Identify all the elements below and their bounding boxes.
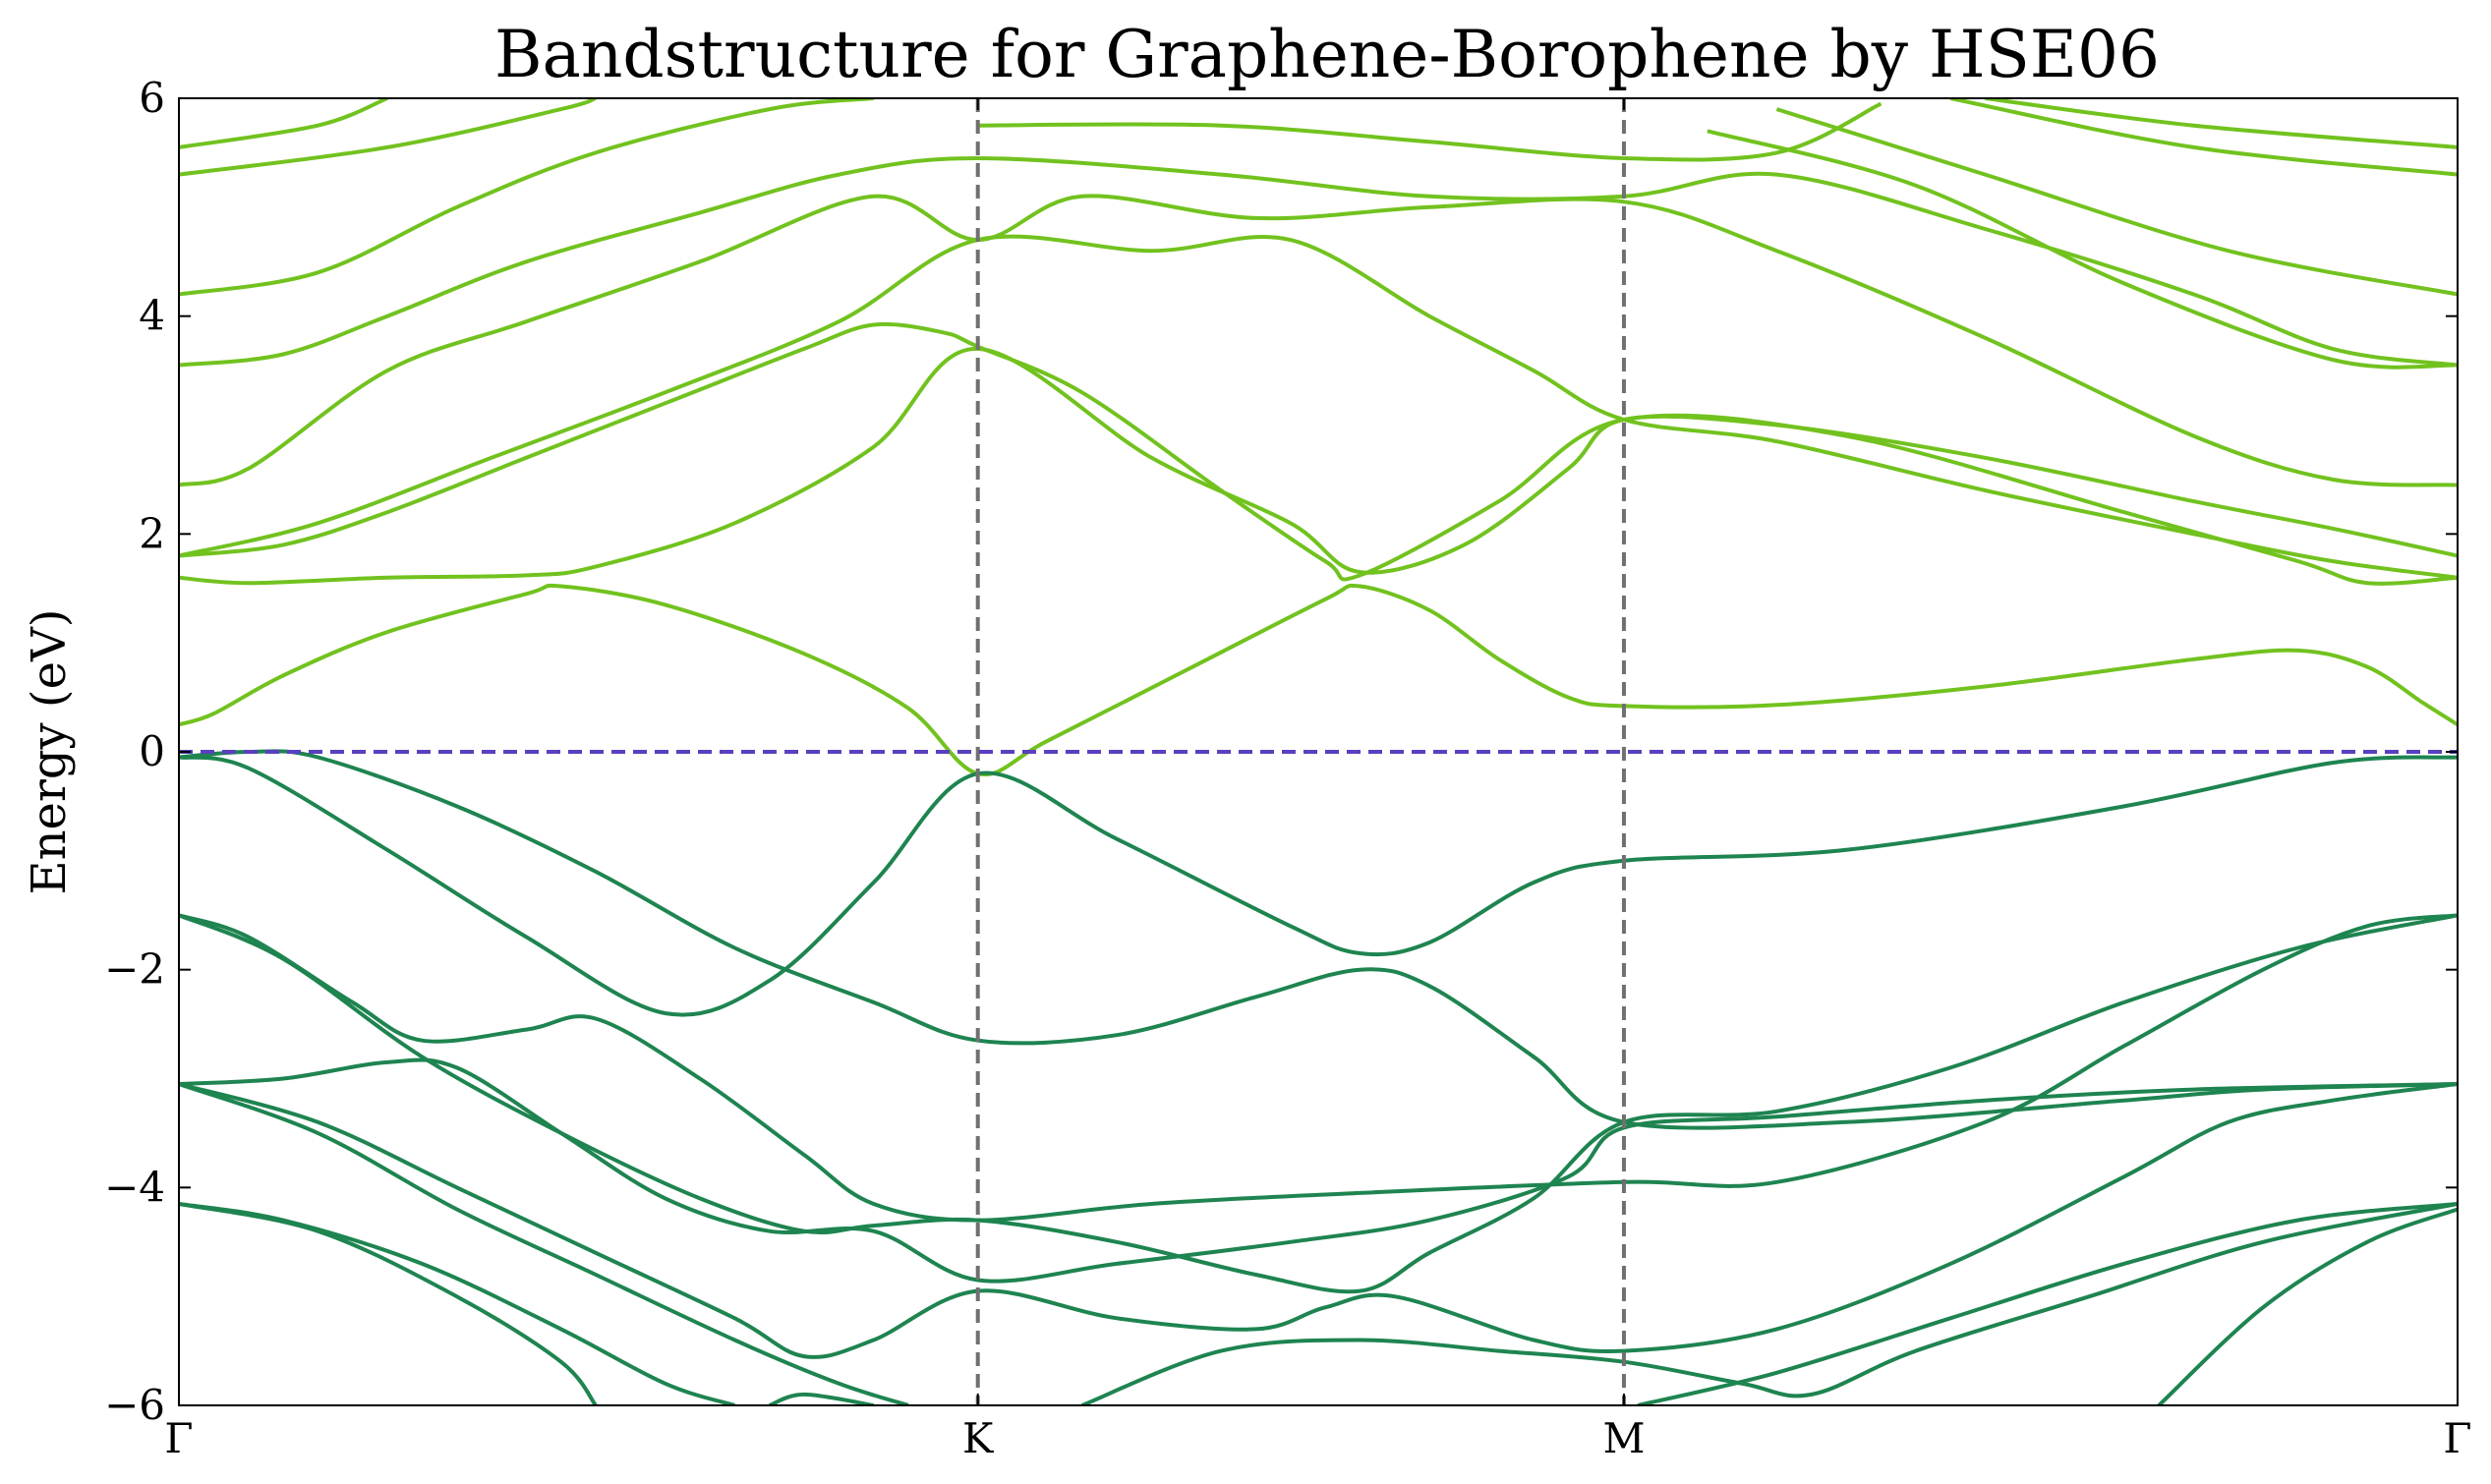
y-tick-label: −6 <box>104 1381 165 1429</box>
valence-bands <box>179 749 2458 1405</box>
conduction-band-line <box>179 583 2458 777</box>
x-tick-label: K <box>962 1414 995 1462</box>
conduction-bands <box>179 98 2458 777</box>
valence-band-line <box>2157 1207 2458 1405</box>
conduction-band-line <box>1985 98 2458 149</box>
conduction-band-line <box>179 194 2458 487</box>
y-tick-label: 2 <box>139 509 165 557</box>
conduction-band-line <box>1949 98 2458 177</box>
y-tick-label: −2 <box>104 945 165 994</box>
x-tick-label: Γ <box>2443 1414 2471 1462</box>
x-tick-label: Γ <box>164 1414 193 1462</box>
y-tick-label: 6 <box>139 74 165 122</box>
x-tick-label: M <box>1602 1414 1645 1462</box>
conduction-band-line <box>1707 129 2458 370</box>
conduction-band-line <box>1775 107 2458 297</box>
y-tick-label: −4 <box>104 1163 165 1211</box>
valence-band-line <box>179 1202 735 1405</box>
valence-band-line <box>768 1392 875 1405</box>
valence-band-line <box>1637 1202 2458 1405</box>
conduction-band-line <box>179 346 2458 586</box>
conduction-band-line <box>977 101 1883 162</box>
y-tick-label: 0 <box>139 727 165 775</box>
guide-lines <box>179 98 2458 1405</box>
valence-band-line <box>179 913 2458 1223</box>
chart-title: Bandstructure for Graphene-Borophene by … <box>494 17 2160 92</box>
y-ticks: 6 4 2 0 −2 −4 −6 <box>104 74 2458 1429</box>
valence-band-line <box>179 1082 909 1405</box>
conduction-band-line <box>179 234 2458 580</box>
y-tick-label: 4 <box>139 292 165 340</box>
conduction-band-line <box>179 98 874 297</box>
conduction-band-line <box>179 321 2458 586</box>
valence-band-line <box>179 1202 598 1405</box>
valence-band-line <box>179 755 2458 1017</box>
valence-band-line <box>179 1057 2458 1284</box>
conduction-band-line <box>179 98 388 149</box>
valence-band-line <box>179 1082 2458 1359</box>
plot-area <box>179 98 2458 1405</box>
conduction-band-line <box>179 98 597 177</box>
valence-band-line <box>179 749 2458 1130</box>
y-axis-label: Energy (eV) <box>22 609 77 895</box>
valence-band-line <box>179 913 2458 1294</box>
conduction-band-line <box>179 155 2458 368</box>
